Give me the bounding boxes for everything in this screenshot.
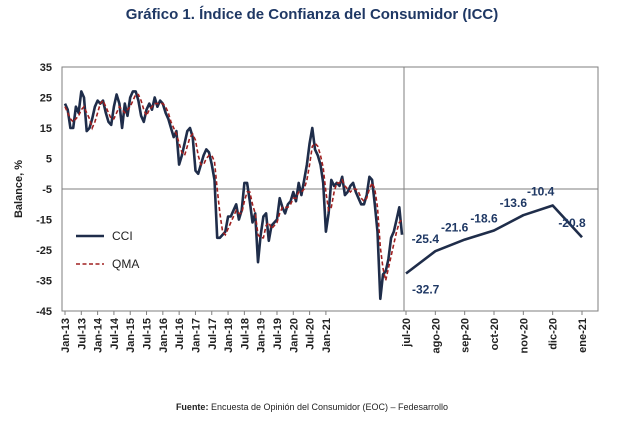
x-tick-label: Jul-19 bbox=[272, 318, 284, 350]
x-tick-label: jul-20 bbox=[401, 318, 413, 348]
source-text: Encuesta de Opinión del Consumidor (EOC)… bbox=[208, 402, 449, 412]
x-axis-right: jul-20 ago-20 sep-20 oct-20 nov-20 dic-20 ene-… bbox=[401, 311, 589, 353]
x-tick-label: Jul-16 bbox=[174, 318, 186, 350]
y-tick-label: 25 bbox=[40, 93, 52, 105]
x-tick-label: Jan-14 bbox=[93, 317, 105, 353]
y-tick-label: -35 bbox=[36, 276, 52, 288]
y-tick-label: 35 bbox=[40, 62, 52, 74]
x-tick-label: dic-20 bbox=[548, 318, 560, 350]
y-tick-label: -45 bbox=[36, 306, 52, 318]
data-label: -21.6 bbox=[441, 221, 469, 235]
series-line-cci bbox=[63, 90, 404, 301]
legend: CCI QMA bbox=[76, 229, 139, 271]
x-tick-label: Jul-18 bbox=[239, 318, 251, 350]
x-tick-label: ago-20 bbox=[430, 318, 442, 353]
x-tick-label: Jul-20 bbox=[305, 318, 317, 350]
series-line-qma bbox=[64, 93, 403, 281]
data-label: -18.6 bbox=[470, 211, 498, 225]
y-tick-label: -25 bbox=[36, 245, 52, 257]
x-axis-left: Jan-13 Jul-13 Jan-14 Jul-14 Jan-15 Jul-15 Jan-… bbox=[60, 311, 333, 353]
x-tick-label: Jul-17 bbox=[207, 318, 219, 350]
data-labels: -32.7 -25.4-21.6-18.6-13.6-10.4 -20.8 bbox=[412, 184, 586, 296]
chart-title: Gráfico 1. Índice de Confianza del Consu… bbox=[125, 6, 499, 23]
x-tick-label: Jan-19 bbox=[256, 318, 268, 353]
x-tick-label: sep-20 bbox=[460, 318, 472, 353]
x-tick-label: Jan-18 bbox=[223, 318, 235, 353]
y-axis: 35 25 15 5 -5 -15 -25 -35 -45 bbox=[36, 62, 52, 318]
source-note: Fuente: Encuesta de Opinión del Consumid… bbox=[0, 402, 624, 412]
x-tick-label: Jul-14 bbox=[109, 317, 121, 350]
data-label: -10.4 bbox=[527, 184, 555, 198]
data-label: -20.8 bbox=[558, 216, 586, 230]
chart-svg: 35 25 15 5 -5 -15 -25 -35 -45 Jan-13 Jul-13 Jan-14… bbox=[13, 62, 599, 353]
x-tick-label: oct-20 bbox=[489, 318, 501, 350]
series-lines bbox=[63, 90, 583, 301]
x-tick-label: Jul-13 bbox=[76, 318, 88, 350]
x-tick-label: ene-21 bbox=[577, 318, 589, 353]
data-label: -25.4 bbox=[412, 232, 440, 246]
x-tick-label: Jan-15 bbox=[125, 318, 137, 353]
x-tick-label: Jan-13 bbox=[60, 318, 72, 353]
series-line-monthly bbox=[405, 204, 583, 275]
y-tick-label: 5 bbox=[46, 154, 52, 166]
data-label: -13.6 bbox=[500, 196, 528, 210]
legend-label-cci: CCI bbox=[112, 229, 133, 243]
y-tick-label: -15 bbox=[36, 215, 52, 227]
y-axis-label: Balance, % bbox=[13, 160, 25, 218]
y-tick-label: 15 bbox=[40, 123, 52, 135]
x-tick-label: Jan-21 bbox=[321, 318, 333, 353]
y-tick-label: -5 bbox=[42, 184, 52, 196]
x-tick-label: Jan-20 bbox=[288, 318, 300, 353]
x-tick-label: Jan-16 bbox=[158, 318, 170, 353]
source-label: Fuente: bbox=[175, 402, 209, 412]
x-tick-label: nov-20 bbox=[518, 318, 530, 353]
x-tick-label: Jan-17 bbox=[191, 318, 203, 353]
legend-label-qma: QMA bbox=[112, 257, 139, 271]
x-tick-label: Jul-15 bbox=[142, 318, 154, 350]
data-label: -32.7 bbox=[412, 282, 440, 296]
